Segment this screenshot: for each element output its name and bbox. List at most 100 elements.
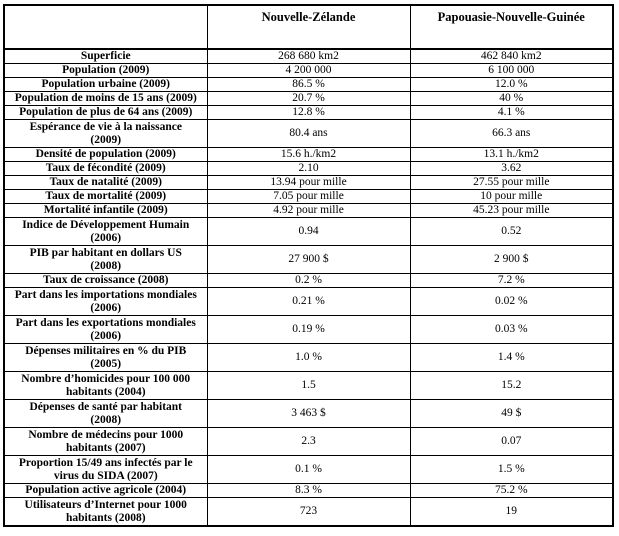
nouvelle-zelande-value: 1.0 % [206, 343, 411, 372]
nouvelle-zelande-value: 723 [206, 497, 411, 527]
row-label: Taux de mortalité (2009) [3, 189, 208, 204]
row-label: Nombre de médecins pour 1000 habitants (… [3, 427, 208, 456]
papouasie-nouvelle-guinee-value: 40 % [409, 91, 614, 106]
table-row: Population (2009) 4 200 000 6 100 000 [3, 63, 614, 78]
table-row: Superficie 268 680 km2 462 840 km2 [3, 48, 614, 64]
papouasie-nouvelle-guinee-value: 1.5 % [409, 455, 614, 484]
nouvelle-zelande-value: 4 200 000 [206, 63, 411, 78]
row-label: Mortalité infantile (2009) [3, 203, 208, 218]
row-label: Population active agricole (2004) [3, 483, 208, 498]
column-header-nouvelle-zelande: Nouvelle-Zélande [206, 4, 411, 50]
row-label: Utilisateurs d’Internet pour 1000 habita… [3, 497, 208, 527]
table-row: Densité de population (2009) 15.6 h./km2… [3, 147, 614, 162]
table-row: Population de plus de 64 ans (2009) 12.8… [3, 105, 614, 120]
row-label: Nombre d’homicides pour 100 000 habitant… [3, 371, 208, 400]
row-label: PIB par habitant en dollars US (2008) [3, 245, 208, 274]
row-label: Proportion 15/49 ans infectés par le vir… [3, 455, 208, 484]
papouasie-nouvelle-guinee-value: 0.02 % [409, 287, 614, 316]
column-header-empty [3, 4, 208, 50]
papouasie-nouvelle-guinee-value: 10 pour mille [409, 189, 614, 204]
papouasie-nouvelle-guinee-value: 462 840 km2 [409, 48, 614, 64]
table-row: Taux de fécondité (2009) 2.10 3.62 [3, 161, 614, 176]
nouvelle-zelande-value: 0.94 [206, 217, 411, 246]
table-row: Population active agricole (2004) 8.3 % … [3, 483, 614, 498]
row-label: Population urbaine (2009) [3, 77, 208, 92]
table-row: Taux de natalité (2009) 13.94 pour mille… [3, 175, 614, 190]
table-row: Population de moins de 15 ans (2009) 20.… [3, 91, 614, 106]
papouasie-nouvelle-guinee-value: 45.23 pour mille [409, 203, 614, 218]
table-row: Proportion 15/49 ans infectés par le vir… [3, 455, 614, 484]
table-header: Nouvelle-Zélande Papouasie-Nouvelle-Guin… [3, 4, 614, 50]
papouasie-nouvelle-guinee-value: 0.07 [409, 427, 614, 456]
table-row: Espérance de vie à la naissance (2009) 8… [3, 119, 614, 148]
table-row: Part dans les importations mondiales (20… [3, 287, 614, 316]
papouasie-nouvelle-guinee-value: 1.4 % [409, 343, 614, 372]
nouvelle-zelande-value: 27 900 $ [206, 245, 411, 274]
papouasie-nouvelle-guinee-value: 0.52 [409, 217, 614, 246]
nouvelle-zelande-value: 86.5 % [206, 77, 411, 92]
nouvelle-zelande-value: 0.19 % [206, 315, 411, 344]
table-row: Nombre d’homicides pour 100 000 habitant… [3, 371, 614, 400]
document-page: Nouvelle-Zélande Papouasie-Nouvelle-Guin… [0, 4, 619, 536]
row-label: Population de moins de 15 ans (2009) [3, 91, 208, 106]
row-label: Part dans les exportations mondiales (20… [3, 315, 208, 344]
nouvelle-zelande-value: 2.10 [206, 161, 411, 176]
row-label: Espérance de vie à la naissance (2009) [3, 119, 208, 148]
papouasie-nouvelle-guinee-value: 0.03 % [409, 315, 614, 344]
papouasie-nouvelle-guinee-value: 7.2 % [409, 273, 614, 288]
papouasie-nouvelle-guinee-value: 6 100 000 [409, 63, 614, 78]
row-label: Indice de Développement Humain (2006) [3, 217, 208, 246]
header-row: Nouvelle-Zélande Papouasie-Nouvelle-Guin… [3, 4, 614, 50]
table-row: Part dans les exportations mondiales (20… [3, 315, 614, 344]
nouvelle-zelande-value: 0.2 % [206, 273, 411, 288]
nouvelle-zelande-value: 13.94 pour mille [206, 175, 411, 190]
papouasie-nouvelle-guinee-value: 3.62 [409, 161, 614, 176]
row-label: Part dans les importations mondiales (20… [3, 287, 208, 316]
table-row: Mortalité infantile (2009) 4.92 pour mil… [3, 203, 614, 218]
table-row: Population urbaine (2009) 86.5 % 12.0 % [3, 77, 614, 92]
column-header-papouasie-nouvelle-guinee: Papouasie-Nouvelle-Guinée [409, 4, 614, 50]
nouvelle-zelande-value: 80.4 ans [206, 119, 411, 148]
comparison-table: Nouvelle-Zélande Papouasie-Nouvelle-Guin… [3, 4, 614, 527]
row-label: Dépenses de santé par habitant (2008) [3, 399, 208, 428]
nouvelle-zelande-value: 4.92 pour mille [206, 203, 411, 218]
table-row: Taux de croissance (2008) 0.2 % 7.2 % [3, 273, 614, 288]
papouasie-nouvelle-guinee-value: 2 900 $ [409, 245, 614, 274]
row-label: Taux de natalité (2009) [3, 175, 208, 190]
nouvelle-zelande-value: 0.1 % [206, 455, 411, 484]
table-row: Dépenses militaires en % du PIB (2005) 1… [3, 343, 614, 372]
nouvelle-zelande-value: 20.7 % [206, 91, 411, 106]
row-label: Superficie [3, 48, 208, 64]
nouvelle-zelande-value: 268 680 km2 [206, 48, 411, 64]
papouasie-nouvelle-guinee-value: 13.1 h./km2 [409, 147, 614, 162]
nouvelle-zelande-value: 15.6 h./km2 [206, 147, 411, 162]
nouvelle-zelande-value: 8.3 % [206, 483, 411, 498]
nouvelle-zelande-value: 0.21 % [206, 287, 411, 316]
table-row: Taux de mortalité (2009) 7.05 pour mille… [3, 189, 614, 204]
papouasie-nouvelle-guinee-value: 15.2 [409, 371, 614, 400]
papouasie-nouvelle-guinee-value: 27.55 pour mille [409, 175, 614, 190]
table-row: PIB par habitant en dollars US (2008) 27… [3, 245, 614, 274]
table-row: Nombre de médecins pour 1000 habitants (… [3, 427, 614, 456]
nouvelle-zelande-value: 1.5 [206, 371, 411, 400]
papouasie-nouvelle-guinee-value: 19 [409, 497, 614, 527]
nouvelle-zelande-value: 3 463 $ [206, 399, 411, 428]
row-label: Densité de population (2009) [3, 147, 208, 162]
row-label: Taux de fécondité (2009) [3, 161, 208, 176]
nouvelle-zelande-value: 12.8 % [206, 105, 411, 120]
row-label: Population (2009) [3, 63, 208, 78]
papouasie-nouvelle-guinee-value: 75.2 % [409, 483, 614, 498]
table-row: Dépenses de santé par habitant (2008) 3 … [3, 399, 614, 428]
papouasie-nouvelle-guinee-value: 12.0 % [409, 77, 614, 92]
row-label: Taux de croissance (2008) [3, 273, 208, 288]
row-label: Population de plus de 64 ans (2009) [3, 105, 208, 120]
papouasie-nouvelle-guinee-value: 49 $ [409, 399, 614, 428]
table-body: Superficie 268 680 km2 462 840 km2 Popul… [3, 48, 614, 527]
papouasie-nouvelle-guinee-value: 66.3 ans [409, 119, 614, 148]
row-label: Dépenses militaires en % du PIB (2005) [3, 343, 208, 372]
papouasie-nouvelle-guinee-value: 4.1 % [409, 105, 614, 120]
nouvelle-zelande-value: 2.3 [206, 427, 411, 456]
nouvelle-zelande-value: 7.05 pour mille [206, 189, 411, 204]
table-row: Utilisateurs d’Internet pour 1000 habita… [3, 497, 614, 527]
table-row: Indice de Développement Humain (2006) 0.… [3, 217, 614, 246]
